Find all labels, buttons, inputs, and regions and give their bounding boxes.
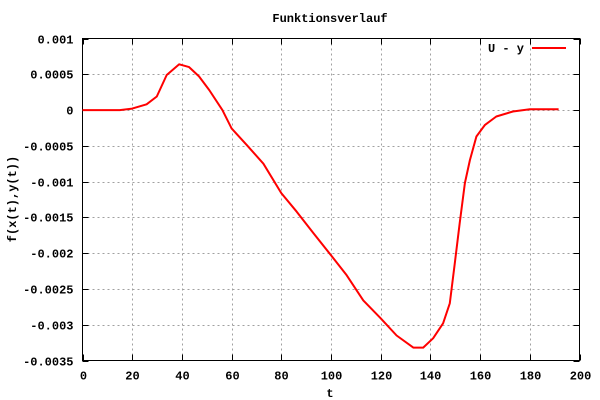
chart-title: Funktionsverlauf bbox=[272, 12, 387, 26]
legend: U - y bbox=[488, 42, 566, 56]
plot-frame bbox=[82, 38, 580, 361]
y-tick-label: -0.001 bbox=[30, 177, 73, 191]
x-tick-label: 160 bbox=[470, 370, 492, 384]
ticks: 0 20 40 60 80 100 120 140 160 180 2000.0010.00050-… bbox=[23, 34, 591, 384]
y-tick-label: -0.0015 bbox=[23, 212, 73, 226]
y-tick-label: -0.002 bbox=[30, 248, 73, 262]
series-line bbox=[82, 63, 559, 349]
x-tick-label: 120 bbox=[371, 370, 393, 384]
y-tick-label: -0.0035 bbox=[23, 356, 73, 370]
y-axis-label: f(x(t),y(t)) bbox=[6, 156, 20, 242]
x-tick-label: 60 bbox=[225, 370, 239, 384]
x-tick-label: 40 bbox=[175, 370, 189, 384]
x-axis-label: t bbox=[326, 387, 333, 400]
x-tick-label: 100 bbox=[321, 370, 343, 384]
y-tick-label: 0 bbox=[66, 105, 73, 119]
x-tick-label: 180 bbox=[520, 370, 542, 384]
y-tick-label: -0.003 bbox=[30, 320, 73, 334]
series-layer bbox=[82, 63, 559, 349]
y-tick-label: 0.0005 bbox=[30, 69, 73, 83]
y-tick-label: -0.0025 bbox=[23, 284, 73, 298]
x-tick-label: 80 bbox=[274, 370, 288, 384]
x-tick-label: 140 bbox=[420, 370, 442, 384]
x-tick-label: 200 bbox=[570, 370, 592, 384]
y-tick-label: -0.0005 bbox=[23, 141, 73, 155]
x-tick-label: 20 bbox=[125, 370, 139, 384]
legend-label: U - y bbox=[488, 42, 524, 56]
grid bbox=[82, 38, 580, 361]
y-tick-label: 0.001 bbox=[37, 34, 73, 48]
x-tick-label: 0 bbox=[80, 370, 87, 384]
